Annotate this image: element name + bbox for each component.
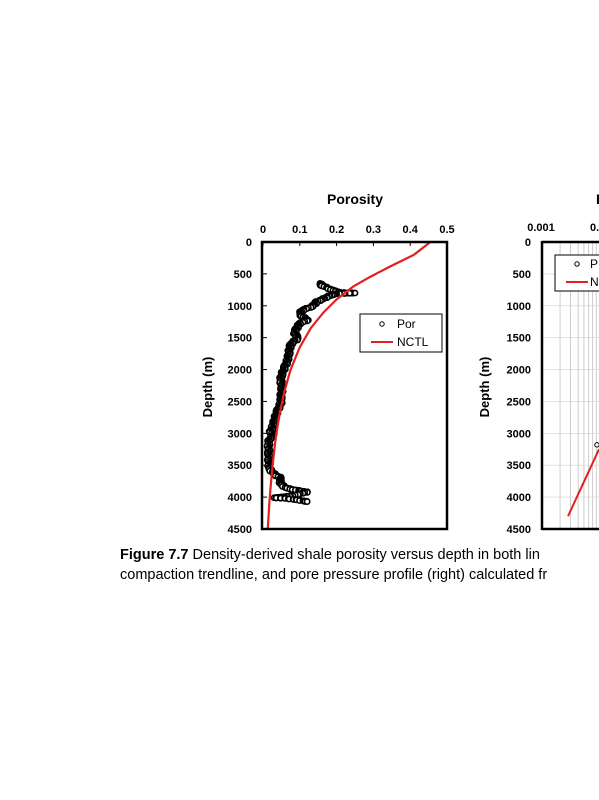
- y-tick-labels: 0 500 1000 1500 2000 2500 3000 3500 4000 4500: [228, 237, 267, 536]
- legend-box: [359, 313, 443, 353]
- caption-line-1: Figure 7.7 Density-derived shale porosit…: [120, 545, 599, 565]
- y-tick-label: 2000: [228, 365, 252, 377]
- y-tick-label: 1500: [228, 333, 252, 345]
- y-tick-label: 4500: [228, 524, 252, 536]
- series-marks: [567, 442, 599, 517]
- series-line-nctl: [567, 448, 599, 517]
- legend: P N: [554, 254, 599, 292]
- y-tick-label: 2500: [507, 396, 531, 408]
- y-tick-label: 1500: [507, 333, 531, 345]
- plot-area: [263, 241, 432, 530]
- y-tick-label: 3000: [507, 428, 531, 440]
- x-tick-label: 0.2: [329, 224, 344, 236]
- legend-entry: P: [590, 257, 598, 271]
- x-tick-label: 0.1: [292, 224, 307, 236]
- x-tick-labels: 0.001 0.: [527, 222, 599, 234]
- y-tick-label: 500: [513, 269, 531, 281]
- y-tick-label: 500: [234, 269, 252, 281]
- legend: Por NCTL: [359, 313, 443, 353]
- y-tick-label: 4000: [507, 492, 531, 504]
- caption-label: Figure 7.7: [120, 547, 189, 563]
- y-tick-label: 4000: [228, 492, 252, 504]
- x-tick-label: 0.3: [366, 224, 381, 236]
- x-tick-labels: 0 0.1 0.2 0.3 0.4 0.5: [260, 224, 455, 246]
- pore-pressure-chart: 0.001 0. 0 500 1000 1500 2000 2500 3000 3500 4000…: [477, 191, 599, 536]
- x-tick-label: 0.001: [527, 222, 555, 234]
- porosity-chart: Porosity 0 0.1 0.2 0.3 0.4 0.5 0 500 1000 1500 20…: [200, 191, 455, 536]
- y-tick-label: 4500: [507, 524, 531, 536]
- y-tick-label: 3500: [507, 460, 531, 472]
- y-tick-label: 3500: [228, 460, 252, 472]
- series-line-nctl: [266, 241, 432, 530]
- y-tick-label: 0: [525, 237, 531, 249]
- chart-title: Porosity: [327, 191, 383, 207]
- caption-text-1: Density-derived shale porosity versus de…: [192, 547, 540, 563]
- data-point-por: [303, 498, 311, 505]
- legend-entry: N: [590, 275, 599, 289]
- y-tick-label: 3000: [228, 428, 252, 440]
- y-tick-label: 2000: [507, 365, 531, 377]
- y-tick-label: 1000: [228, 301, 252, 313]
- y-tick-label: 0: [246, 237, 252, 249]
- legend-entry-por: Por: [397, 317, 416, 331]
- x-tick-label: 0: [260, 224, 266, 236]
- figure-caption: Figure 7.7 Density-derived shale porosit…: [120, 545, 599, 585]
- chart-title-fragment: P: [596, 191, 599, 207]
- legend-marker-por: [379, 321, 385, 327]
- y-tick-label: 1000: [507, 301, 531, 313]
- legend-entry-nctl: NCTL: [397, 335, 429, 349]
- x-tick-label: 0.5: [439, 224, 454, 236]
- legend-box: [554, 254, 599, 292]
- y-axis-label: Depth (m): [200, 357, 215, 418]
- caption-line-2: compaction trendline, and pore pressure …: [120, 567, 548, 583]
- x-tick-label: 0.: [590, 222, 599, 234]
- x-tick-label: 0.4: [403, 224, 419, 236]
- legend-marker-por: [574, 261, 580, 267]
- y-tick-labels: 0 500 1000 1500 2000 2500 3000 3500 4000 4500: [507, 237, 531, 536]
- data-point-por: [594, 442, 599, 448]
- y-tick-label: 2500: [228, 396, 252, 408]
- plot-frame: [260, 240, 449, 531]
- y-axis-label: Depth (m): [477, 357, 492, 418]
